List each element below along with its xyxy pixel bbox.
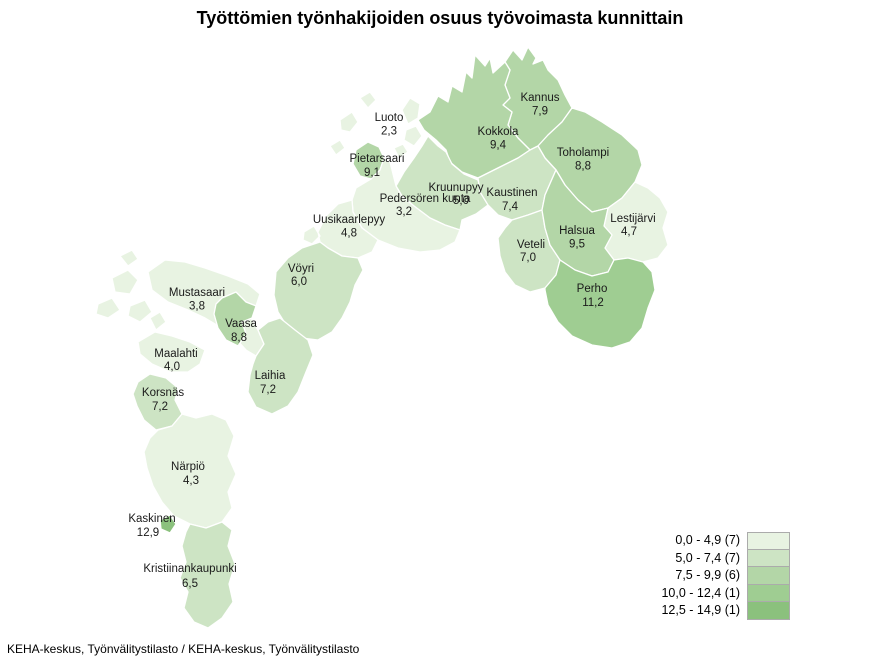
municipality-value-lestijarvi: 4,7 bbox=[621, 226, 637, 238]
municipality-value-kristiinankaupunki: 6,5 bbox=[182, 578, 198, 590]
municipality-label-mustasaari: Mustasaari bbox=[169, 287, 225, 299]
municipality-value-kruunupyy: 5,0 bbox=[453, 195, 469, 207]
municipality-value-kokkola: 9,4 bbox=[490, 140, 507, 152]
municipality-label-laihia: Laihia bbox=[255, 370, 286, 382]
legend-swatch bbox=[747, 583, 790, 602]
municipality-value-kannus: 7,9 bbox=[532, 106, 548, 118]
municipality-value-toholampi: 8,8 bbox=[575, 161, 591, 173]
municipality-label-kristiinankaupunki: Kristiinankaupunki bbox=[143, 563, 236, 575]
legend-row: 7,5 - 9,9 (6) bbox=[648, 566, 790, 585]
legend-label: 10,0 - 12,4 (1) bbox=[661, 585, 740, 600]
legend-row: 10,0 - 12,4 (1) bbox=[648, 583, 790, 602]
municipality-label-kruunupyy: Kruunupyy bbox=[429, 182, 484, 194]
legend-label: 12,5 - 14,9 (1) bbox=[661, 603, 740, 617]
municipality-kaskinen bbox=[159, 514, 177, 534]
municipality-label-voyri: Vöyri bbox=[288, 263, 314, 275]
municipality-value-korsnas: 7,2 bbox=[152, 401, 168, 413]
municipality-label-narpio: Närpiö bbox=[171, 461, 205, 473]
municipality-label-maalahti: Maalahti bbox=[154, 348, 197, 360]
page-title: Työttömien työnhakijoiden osuus työvoima… bbox=[196, 8, 684, 28]
municipality-label-vaasa: Vaasa bbox=[225, 318, 257, 330]
municipality-vaasa bbox=[213, 291, 257, 347]
municipality-maalahti bbox=[137, 331, 206, 373]
legend-row: 5,0 - 7,4 (7) bbox=[648, 548, 790, 567]
municipality-label-luoto: Luoto bbox=[375, 112, 404, 124]
municipality-value-narpio: 4,3 bbox=[183, 475, 199, 487]
legend-row: 12,5 - 14,9 (1) bbox=[648, 601, 790, 620]
municipality-value-luoto: 2,3 bbox=[381, 126, 397, 138]
municipality-value-maalahti: 4,0 bbox=[164, 361, 180, 373]
municipality-label-kannus: Kannus bbox=[520, 92, 559, 104]
legend-swatch bbox=[747, 548, 790, 567]
municipality-label-kaskinen: Kaskinen bbox=[128, 513, 175, 525]
municipality-label-uusikaarlepyy: Uusikaarlepyy bbox=[313, 214, 385, 226]
municipality-value-veteli: 7,0 bbox=[520, 252, 536, 264]
municipality-korsnas bbox=[132, 373, 183, 431]
municipality-laihia bbox=[247, 317, 314, 415]
municipality-value-laihia: 7,2 bbox=[260, 384, 276, 396]
municipality-label-korsnas: Korsnäs bbox=[142, 387, 184, 399]
municipality-value-uusikaarlepyy: 4,8 bbox=[341, 228, 357, 240]
municipality-narpio bbox=[143, 413, 237, 529]
municipality-value-pedersoren: 3,2 bbox=[396, 206, 412, 218]
legend-label: 7,5 - 9,9 (6) bbox=[675, 568, 740, 582]
municipality-value-kaustinen: 7,4 bbox=[502, 201, 519, 213]
source-text: KEHA-keskus, Työnvälitystilasto / KEHA-k… bbox=[7, 642, 360, 656]
municipality-label-kokkola: Kokkola bbox=[478, 126, 520, 138]
municipality-value-perho: 11,2 bbox=[582, 297, 604, 309]
municipality-value-mustasaari: 3,8 bbox=[189, 301, 205, 313]
municipality-value-pietarsaari: 9,1 bbox=[364, 167, 380, 179]
municipality-label-veteli: Veteli bbox=[517, 239, 545, 251]
municipality-value-vaasa: 8,8 bbox=[231, 332, 247, 344]
municipality-perho bbox=[544, 257, 656, 349]
legend-swatch bbox=[747, 601, 790, 620]
municipality-luoto bbox=[329, 91, 423, 159]
municipality-label-kaustinen: Kaustinen bbox=[486, 187, 537, 199]
legend: 0,0 - 4,9 (7) 5,0 - 7,4 (7) 7,5 - 9,9 (6) 1… bbox=[648, 532, 790, 620]
legend-swatch bbox=[747, 566, 790, 585]
legend-row: 0,0 - 4,9 (7) bbox=[648, 532, 790, 551]
municipality-label-pedersoren: Pedersören kunta bbox=[380, 193, 471, 205]
municipality-label-halsua: Halsua bbox=[559, 225, 595, 237]
municipality-label-perho: Perho bbox=[577, 283, 608, 295]
municipality-pedersoren bbox=[351, 157, 461, 253]
legend-label: 0,0 - 4,9 (7) bbox=[675, 533, 740, 547]
municipality-label-pietarsaari: Pietarsaari bbox=[350, 153, 405, 165]
legend-label: 5,0 - 7,4 (7) bbox=[675, 550, 740, 565]
municipality-label-toholampi: Toholampi bbox=[557, 147, 609, 159]
municipality-value-halsua: 9,5 bbox=[569, 239, 585, 251]
municipality-value-voyri: 6,0 bbox=[291, 276, 307, 288]
municipality-kristiinankaupunki bbox=[179, 521, 236, 629]
municipality-value-kaskinen: 12,9 bbox=[137, 527, 159, 539]
municipality-label-lestijarvi: Lestijärvi bbox=[610, 213, 655, 225]
